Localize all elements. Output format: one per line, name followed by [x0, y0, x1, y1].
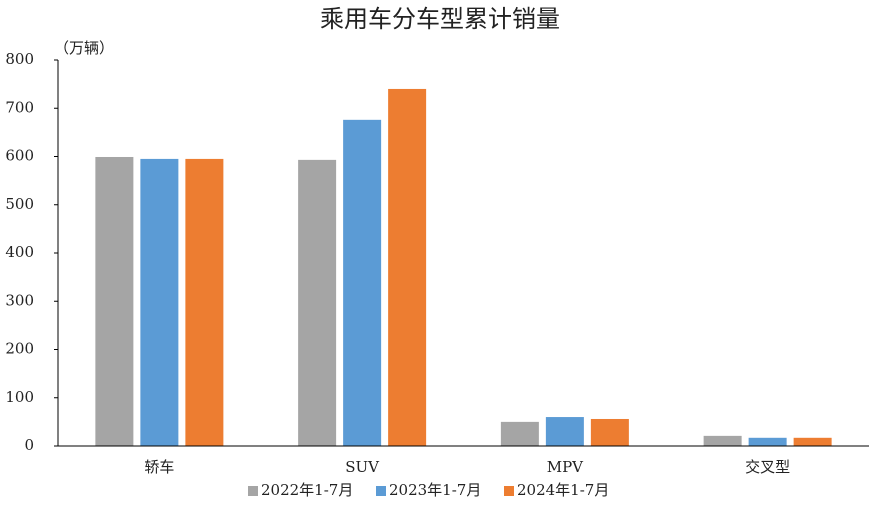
x-tick-label: 交叉型: [745, 458, 790, 476]
y-axis-label: （万辆）: [54, 39, 114, 57]
y-tick-label: 300: [5, 291, 34, 309]
y-tick-label: 100: [5, 388, 34, 406]
y-tick-label: 600: [5, 147, 34, 165]
bar: [703, 435, 742, 446]
bar: [343, 119, 382, 446]
y-tick-label: 0: [24, 436, 34, 454]
bar: [590, 418, 629, 446]
y-tick-label: 500: [5, 195, 34, 213]
bar: [388, 88, 427, 446]
bar: [748, 437, 787, 446]
x-tick-label: 轿车: [144, 458, 174, 476]
x-tick-label: SUV: [345, 458, 380, 476]
y-tick-label: 700: [5, 98, 34, 116]
legend-swatch: [376, 486, 386, 496]
legend-label: 2023年1-7月: [389, 481, 481, 499]
legend-label: 2022年1-7月: [261, 481, 353, 499]
bar: [545, 417, 584, 446]
bar: [140, 158, 179, 446]
y-tick-label: 800: [5, 50, 34, 68]
bar: [298, 159, 337, 446]
y-tick-label: 400: [5, 243, 34, 261]
legend-label: 2024年1-7月: [517, 481, 609, 499]
legend-swatch: [504, 486, 514, 496]
y-tick-label: 200: [5, 340, 34, 358]
x-tick-label: MPV: [547, 458, 584, 476]
bar: [95, 156, 134, 447]
legend-swatch: [248, 486, 258, 496]
bar: [185, 158, 224, 446]
bar: [793, 437, 832, 446]
bar: [500, 421, 539, 446]
chart-title: 乘用车分车型累计销量: [320, 5, 560, 33]
